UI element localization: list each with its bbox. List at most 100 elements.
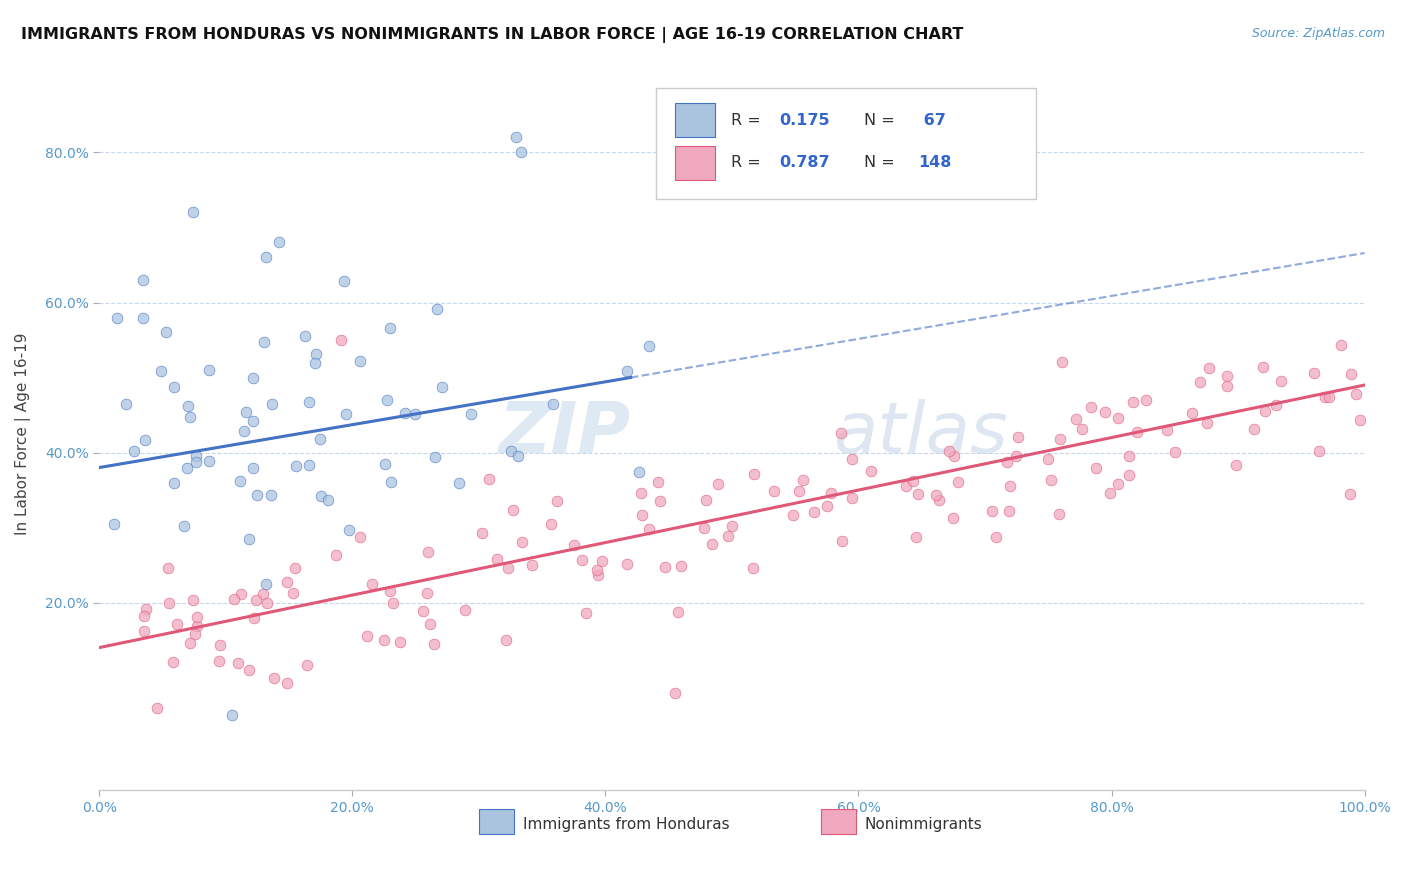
- Point: [260, 488, 283, 502]
- Point: [208, 638, 231, 652]
- Point: [115, 397, 138, 411]
- Point: [1317, 390, 1340, 404]
- Point: [591, 554, 613, 568]
- Point: [186, 610, 208, 624]
- Point: [654, 559, 676, 574]
- Point: [998, 503, 1021, 517]
- Point: [1036, 452, 1059, 467]
- Point: [294, 329, 316, 343]
- Point: [803, 505, 825, 519]
- Point: [416, 545, 439, 559]
- Point: [246, 488, 269, 502]
- Point: [183, 593, 205, 607]
- Point: [381, 596, 404, 610]
- Point: [907, 487, 929, 501]
- Point: [585, 563, 607, 577]
- Text: Immigrants from Honduras: Immigrants from Honduras: [523, 817, 730, 832]
- Point: [1135, 392, 1157, 407]
- Point: [308, 432, 330, 446]
- Point: [1122, 395, 1144, 409]
- Point: [995, 455, 1018, 469]
- Point: [388, 635, 411, 649]
- Point: [742, 561, 765, 575]
- Point: [378, 583, 401, 598]
- Point: [179, 636, 201, 650]
- Point: [349, 530, 371, 544]
- Point: [520, 558, 543, 572]
- Point: [238, 532, 260, 546]
- Point: [980, 504, 1002, 518]
- Point: [242, 460, 264, 475]
- Point: [894, 479, 917, 493]
- Text: 0.787: 0.787: [779, 155, 830, 170]
- Point: [742, 467, 765, 481]
- Point: [131, 310, 153, 325]
- Point: [666, 605, 689, 619]
- Point: [789, 483, 811, 498]
- Point: [831, 534, 853, 549]
- Point: [1313, 390, 1336, 404]
- Text: IMMIGRANTS FROM HONDURAS VS NONIMMIGRANTS IN LABOR FORCE | AGE 16-19 CORRELATION: IMMIGRANTS FROM HONDURAS VS NONIMMIGRANT…: [21, 27, 963, 43]
- Point: [1198, 360, 1220, 375]
- Point: [184, 449, 207, 463]
- Point: [901, 474, 924, 488]
- Point: [616, 557, 638, 571]
- Point: [1339, 487, 1361, 501]
- Point: [238, 663, 260, 677]
- Point: [1346, 387, 1368, 401]
- Point: [224, 592, 246, 607]
- Point: [942, 449, 965, 463]
- Point: [155, 325, 177, 339]
- Point: [508, 450, 530, 464]
- Point: [540, 517, 562, 532]
- Point: [671, 559, 693, 574]
- Point: [430, 380, 453, 394]
- Point: [1215, 378, 1237, 392]
- Point: [380, 321, 402, 335]
- Text: 67: 67: [918, 112, 946, 128]
- Point: [648, 493, 671, 508]
- Point: [295, 657, 318, 672]
- Point: [157, 561, 180, 575]
- Point: [695, 493, 717, 508]
- Point: [242, 371, 264, 385]
- Point: [122, 444, 145, 458]
- Point: [132, 609, 155, 624]
- Point: [426, 302, 449, 317]
- Point: [1181, 406, 1204, 420]
- Point: [928, 492, 950, 507]
- Point: [309, 489, 332, 503]
- Text: Nonimmigrants: Nonimmigrants: [865, 817, 983, 832]
- Point: [1348, 413, 1371, 427]
- Point: [150, 364, 173, 378]
- Text: N =: N =: [863, 155, 900, 170]
- Point: [1049, 433, 1071, 447]
- Point: [298, 395, 321, 409]
- Point: [260, 397, 283, 411]
- Point: [505, 130, 527, 145]
- Point: [173, 519, 195, 533]
- Point: [252, 587, 274, 601]
- Point: [562, 538, 585, 552]
- Point: [1107, 477, 1129, 491]
- Point: [284, 560, 307, 574]
- Point: [198, 454, 221, 468]
- Point: [208, 654, 231, 668]
- Point: [1308, 444, 1330, 458]
- Point: [541, 397, 564, 411]
- Point: [254, 251, 277, 265]
- Point: [1264, 398, 1286, 412]
- Point: [460, 407, 482, 421]
- Point: [637, 339, 659, 353]
- Y-axis label: In Labor Force | Age 16-19: In Labor Force | Age 16-19: [15, 333, 31, 535]
- Point: [305, 347, 328, 361]
- Point: [762, 484, 785, 499]
- Point: [693, 521, 716, 535]
- Point: [717, 529, 740, 543]
- Point: [1253, 404, 1275, 418]
- Point: [938, 443, 960, 458]
- Point: [1004, 450, 1026, 464]
- Point: [181, 205, 204, 219]
- Point: [380, 475, 402, 489]
- Point: [105, 310, 128, 325]
